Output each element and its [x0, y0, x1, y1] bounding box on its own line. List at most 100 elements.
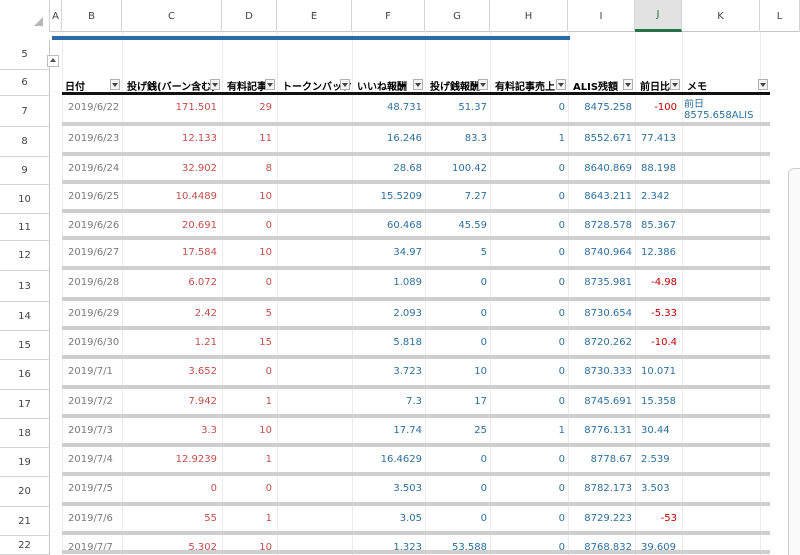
table-row[interactable]: 2019/7/5 0 0 3.503 0 0 8782.173 3.503	[62, 477, 770, 507]
day-change-cell[interactable]: 39.609	[641, 542, 676, 553]
paid-sales-cell[interactable]: 0	[558, 396, 565, 407]
table-row[interactable]: 2019/7/4 12.9239 1 16.4629 0 0 8778.67 2.539	[62, 448, 770, 477]
like-reward-cell[interactable]: 60.468	[387, 220, 422, 231]
paid-article-cell[interactable]: 5	[265, 308, 272, 319]
filter-dropdown-icon[interactable]	[556, 79, 566, 90]
date-cell[interactable]: 2019/7/6	[68, 513, 113, 524]
table-row[interactable]: 2019/7/1 3.652 0 3.723 10 0 8730.333 10.071	[62, 360, 770, 390]
row-header-9[interactable]: 9	[0, 157, 50, 185]
tip-amount-cell[interactable]: 2.42	[194, 308, 217, 319]
like-reward-cell[interactable]: 3.05	[399, 513, 422, 524]
day-change-cell[interactable]: 2.342	[641, 191, 670, 202]
row-header-16[interactable]: 16	[0, 360, 50, 390]
alis-balance-cell[interactable]: 8640.869	[584, 163, 632, 174]
tip-reward-cell[interactable]: 0	[480, 513, 487, 524]
filter-dropdown-icon[interactable]	[670, 79, 680, 90]
tip-amount-cell[interactable]: 3.3	[201, 425, 217, 436]
like-reward-cell[interactable]: 1.089	[393, 277, 422, 288]
filter-dropdown-icon[interactable]	[340, 79, 350, 90]
alis-balance-cell[interactable]: 8740.964	[584, 247, 632, 258]
column-header-j[interactable]: J	[635, 0, 682, 32]
row-header-21[interactable]: 21	[0, 507, 50, 536]
like-reward-cell[interactable]: 48.731	[387, 102, 422, 113]
paid-article-cell[interactable]: 8	[265, 163, 272, 174]
alis-balance-cell[interactable]: 8728.578	[584, 220, 632, 231]
paid-sales-cell[interactable]: 1	[558, 133, 565, 144]
paid-article-cell[interactable]: 10	[259, 191, 272, 202]
paid-article-cell[interactable]: 10	[259, 542, 272, 553]
alis-balance-cell[interactable]: 8475.258	[584, 102, 632, 113]
paid-article-cell[interactable]: 10	[259, 247, 272, 258]
like-reward-cell[interactable]: 3.503	[393, 483, 422, 494]
like-reward-cell[interactable]: 28.68	[393, 163, 422, 174]
alis-balance-cell[interactable]: 8778.67	[590, 454, 632, 465]
column-header-d[interactable]: D	[222, 0, 277, 32]
paid-sales-cell[interactable]: 0	[558, 247, 565, 258]
table-row[interactable]: 2019/6/22 171.501 29 48.731 51.37 0 8475.258 -1…	[62, 96, 770, 127]
date-cell[interactable]: 2019/6/24	[68, 163, 120, 174]
tip-reward-cell[interactable]: 51.37	[458, 102, 487, 113]
day-change-cell[interactable]: -5.33	[651, 308, 677, 319]
table-row[interactable]: 2019/7/6 55 1 3.05 0 0 8729.223 -53	[62, 507, 770, 536]
day-change-cell[interactable]: 15.358	[641, 396, 676, 407]
paid-article-cell[interactable]: 29	[259, 102, 272, 113]
tip-reward-cell[interactable]: 5	[480, 247, 487, 258]
like-reward-cell[interactable]: 5.818	[393, 337, 422, 348]
paid-sales-cell[interactable]: 0	[558, 513, 565, 524]
column-header-k[interactable]: K	[682, 0, 760, 32]
row-header-13[interactable]: 13	[0, 271, 50, 302]
day-change-cell[interactable]: 12.386	[641, 247, 676, 258]
tip-amount-cell[interactable]: 10.4489	[175, 191, 217, 202]
filter-dropdown-icon[interactable]	[210, 79, 220, 90]
paid-sales-cell[interactable]: 0	[558, 308, 565, 319]
tip-amount-cell[interactable]: 55	[204, 513, 217, 524]
column-header-h[interactable]: H	[490, 0, 568, 32]
row-header-8[interactable]: 8	[0, 127, 50, 157]
tip-reward-cell[interactable]: 0	[480, 454, 487, 465]
column-header-f[interactable]: F	[352, 0, 425, 32]
paid-article-cell[interactable]: 1	[265, 396, 272, 407]
day-change-cell[interactable]: -10.4	[651, 337, 677, 348]
day-change-cell[interactable]: -100	[654, 102, 677, 113]
column-header-a[interactable]: A	[50, 0, 62, 32]
tip-amount-cell[interactable]: 32.902	[182, 163, 217, 174]
tip-reward-cell[interactable]: 7.27	[464, 191, 487, 202]
paid-sales-cell[interactable]: 0	[558, 191, 565, 202]
tip-amount-cell[interactable]: 7.942	[188, 396, 217, 407]
alis-balance-cell[interactable]: 8729.223	[584, 513, 632, 524]
tip-reward-cell[interactable]: 0	[480, 308, 487, 319]
date-cell[interactable]: 2019/6/28	[68, 277, 120, 288]
table-row[interactable]: 2019/7/7 5.302 10 1.323 53.588 0 8768.832 39.60…	[62, 536, 770, 555]
day-change-cell[interactable]: -53	[660, 513, 677, 524]
tip-reward-cell[interactable]: 83.3	[464, 133, 487, 144]
alis-balance-cell[interactable]: 8745.691	[584, 396, 632, 407]
column-header-e[interactable]: E	[277, 0, 352, 32]
tip-amount-cell[interactable]: 12.133	[182, 133, 217, 144]
table-row[interactable]: 2019/6/27 17.584 10 34.97 5 0 8740.964 12.386	[62, 241, 770, 271]
date-cell[interactable]: 2019/6/27	[68, 247, 120, 258]
alis-balance-cell[interactable]: 8643.211	[584, 191, 632, 202]
row-header-19[interactable]: 19	[0, 448, 50, 477]
paid-sales-cell[interactable]: 0	[558, 163, 565, 174]
row-header-14[interactable]: 14	[0, 302, 50, 331]
table-row[interactable]: 2019/7/2 7.942 1 7.3 17 0 8745.691 15.358	[62, 390, 770, 419]
table-row[interactable]: 2019/6/23 12.133 11 16.246 83.3 1 8552.671 77.4…	[62, 127, 770, 157]
date-cell[interactable]: 2019/7/1	[68, 366, 113, 377]
tip-reward-cell[interactable]: 17	[474, 396, 487, 407]
column-header-i[interactable]: I	[568, 0, 635, 32]
select-all-button[interactable]	[0, 0, 50, 32]
date-cell[interactable]: 2019/6/29	[68, 308, 120, 319]
day-change-cell[interactable]: 10.071	[641, 366, 676, 377]
table-row[interactable]: 2019/6/24 32.902 8 28.68 100.42 0 8640.869 88.1…	[62, 157, 770, 185]
alis-balance-cell[interactable]: 8776.131	[584, 425, 632, 436]
row-header-7[interactable]: 7	[0, 96, 50, 127]
paid-article-cell[interactable]: 15	[259, 337, 272, 348]
like-reward-cell[interactable]: 2.093	[393, 308, 422, 319]
paid-sales-cell[interactable]: 0	[558, 337, 565, 348]
day-change-cell[interactable]: 88.198	[641, 163, 676, 174]
tip-reward-cell[interactable]: 0	[480, 483, 487, 494]
tip-reward-cell[interactable]: 53.588	[452, 542, 487, 553]
like-reward-cell[interactable]: 3.723	[393, 366, 422, 377]
table-row[interactable]: 2019/6/26 20.691 0 60.468 45.59 0 8728.578 85.3…	[62, 214, 770, 241]
paid-sales-cell[interactable]: 0	[558, 220, 565, 231]
